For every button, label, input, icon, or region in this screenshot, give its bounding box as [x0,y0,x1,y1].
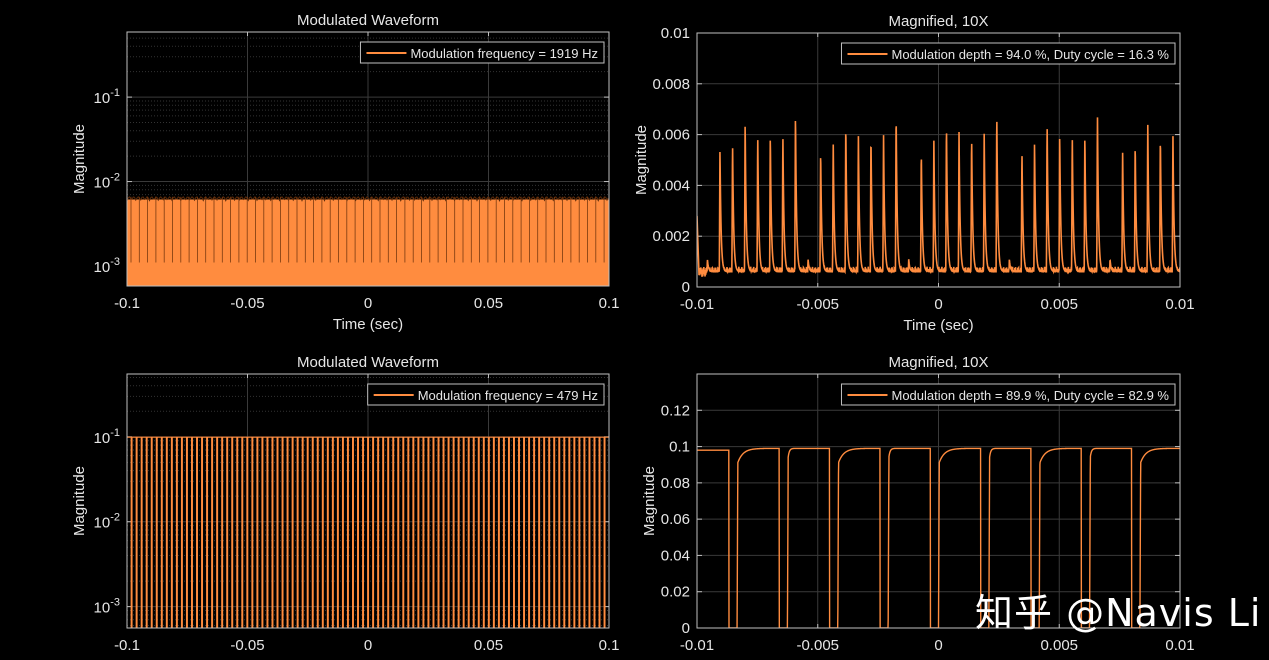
y-tick-base: 10 [94,515,111,532]
y-axis-label: Magnitude [633,125,650,195]
y-tick-label: 10-1 [94,87,120,107]
series-line [697,447,1180,628]
x-tick-label: 0.1 [599,295,620,312]
legend-label: Modulation depth = 89.9 %, Duty cycle = … [891,388,1169,403]
y-tick-exponent: -1 [110,87,120,99]
y-tick-label: 0.08 [661,475,690,492]
y-tick-label: 0.02 [661,584,690,601]
series-line [127,436,609,628]
axes-box [126,31,610,287]
y-axis-label: Magnitude [71,466,88,536]
y-tick-label: 0.04 [661,547,690,564]
legend: Modulation frequency = 1919 Hz [359,41,605,64]
series [697,117,1180,277]
subplot-2: -0.01 -0.005 0 0.005 0.01 0 0.002 0.004 0.006 0.0… [633,13,1195,334]
axes-box [696,373,1181,629]
legend: Modulation depth = 89.9 %, Duty cycle = … [840,383,1176,406]
chart-title: Magnified, 10X [888,13,988,30]
x-tick-label: -0.01 [680,637,714,654]
y-tick-base: 10 [94,90,111,107]
y-tick-exponent: -3 [110,597,120,609]
series-fill [127,199,609,286]
legend-box [840,383,1176,406]
y-tick-label: 10-3 [94,256,120,276]
y-tick-exponent: -2 [110,172,120,184]
y-tick-exponent: -1 [110,427,120,439]
series [697,447,1180,628]
x-tick-label: 0.1 [599,637,620,654]
y-tick-label: 0.12 [661,402,690,419]
x-axis-label: Time (sec) [903,317,973,334]
x-axis-label: Time (sec) [903,658,973,660]
x-tick-label: -0.01 [680,296,714,313]
x-axis-label: Time (sec) [333,658,403,660]
y-tick-label: 10-2 [94,172,120,192]
x-tick-label: 0.05 [474,637,503,654]
series-top-edge [127,196,609,202]
chart-title: Magnified, 10X [888,354,988,371]
y-tick-exponent: -3 [110,256,120,268]
legend-label: Modulation depth = 94.0 %, Duty cycle = … [891,47,1169,62]
legend-label: Modulation frequency = 1919 Hz [410,46,598,61]
x-tick-label: -0.05 [230,295,264,312]
y-tick-label: 0.06 [661,511,690,528]
x-tick-label: 0.05 [474,295,503,312]
legend-box [359,41,605,64]
x-tick-label: 0 [934,296,942,313]
x-tick-label: 0.01 [1165,296,1194,313]
subplot-4: -0.01 -0.005 0 0.005 0.01 0 0.02 0.04 0.06 0.08 0.… [641,354,1195,660]
chart-title: Modulated Waveform [297,354,439,371]
x-tick-label: -0.1 [114,295,140,312]
x-tick-label: -0.1 [114,637,140,654]
y-tick-exponent: -2 [110,512,120,524]
x-tick-label: 0 [934,637,942,654]
y-tick-label: 0 [682,279,690,296]
y-tick-base: 10 [94,259,111,276]
y-tick-label: 10-1 [94,427,120,447]
y-tick-label: 0.1 [669,439,690,456]
legend-box [840,42,1176,65]
y-tick-label: 10-2 [94,512,120,532]
x-tick-label: -0.05 [230,637,264,654]
y-tick-base: 10 [94,430,111,447]
x-tick-label: 0.005 [1040,637,1078,654]
y-tick-base: 10 [94,175,111,192]
y-tick-base: 10 [94,600,111,617]
x-tick-label: -0.005 [796,637,839,654]
x-tick-label: -0.005 [796,296,839,313]
x-axis-label: Time (sec) [333,316,403,333]
y-axis-label: Magnitude [71,124,88,194]
watermark: 知乎 @Navis Li [975,591,1262,635]
legend: Modulation depth = 94.0 %, Duty cycle = … [840,42,1176,65]
legend: Modulation frequency = 479 Hz [367,383,605,406]
y-tick-label: 0.004 [652,177,690,194]
y-tick-label: 0.002 [652,228,690,245]
series [127,436,609,628]
chart-title: Modulated Waveform [297,12,439,29]
series-line [697,117,1180,277]
x-tick-label: 0 [364,295,372,312]
y-tick-label: 0.006 [652,127,690,144]
legend-label: Modulation frequency = 479 Hz [418,388,598,403]
axes-box [126,373,610,629]
y-axis-label: Magnitude [641,466,658,536]
y-tick-label: 10-3 [94,597,120,617]
y-tick-label: 0 [682,620,690,637]
x-tick-label: 0 [364,637,372,654]
x-tick-label: 0.01 [1165,637,1194,654]
series [127,196,609,286]
x-tick-label: 0.005 [1040,296,1078,313]
axes-box [696,32,1181,288]
y-tick-label: 0.01 [661,25,690,42]
legend-box [367,383,605,406]
y-tick-label: 0.008 [652,76,690,93]
